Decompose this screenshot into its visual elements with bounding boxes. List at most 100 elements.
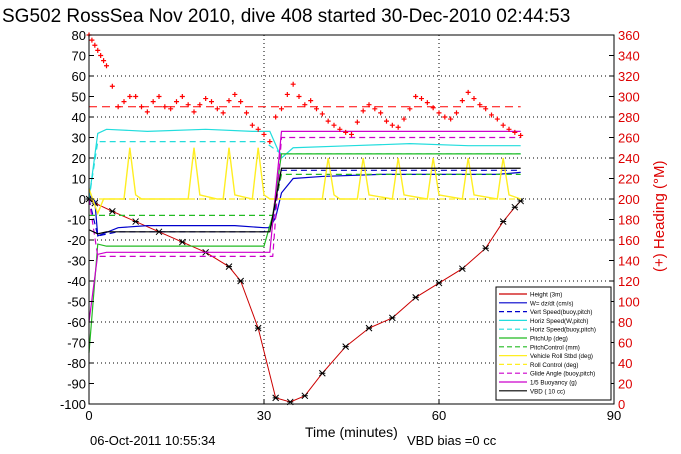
heading-point [302, 102, 308, 108]
height-point [482, 244, 490, 252]
heading-point [384, 118, 389, 124]
heading-point [395, 124, 401, 130]
heading-point [489, 112, 494, 118]
legend-label: Vehicle Roll Stbd (deg) [530, 353, 593, 360]
y-right-tick-label: 40 [618, 356, 632, 371]
y-left-tick-label: -30 [67, 254, 86, 269]
x-axis-label: Time (minutes) [305, 424, 398, 440]
series-layer [85, 128, 525, 406]
x-tick-label: 90 [607, 408, 621, 423]
heading-point [366, 102, 372, 108]
series-line-5 [88, 153, 521, 353]
heading-point [308, 98, 314, 104]
y-right-tick-label: 320 [618, 69, 640, 84]
y-right-tick-label: 80 [618, 315, 632, 330]
heading-point [226, 98, 232, 104]
y-right-tick-label: 340 [618, 49, 640, 64]
heading-point [121, 99, 127, 105]
heading-point [518, 132, 524, 138]
heading-point [325, 118, 331, 124]
height-point [342, 343, 350, 350]
heading-point [430, 105, 436, 111]
heading-point [267, 139, 273, 145]
heading-point [442, 114, 448, 120]
series-line-0 [88, 198, 522, 403]
heading-point [174, 99, 179, 105]
chart-title: SG502 RossSea Nov 2010, dive 408 started… [2, 6, 570, 27]
heading-point [477, 102, 483, 108]
y-left-tick-label: 80 [72, 28, 86, 43]
legend-label: Roll Control (deg) [530, 362, 579, 369]
y-right-tick-label: 360 [618, 28, 640, 43]
y-left-tick-label: -80 [67, 356, 86, 371]
heading-point [249, 122, 255, 128]
heading-point [401, 116, 407, 122]
heading-point [232, 91, 238, 97]
height-point [254, 324, 262, 332]
heading-point [296, 94, 302, 99]
y-right-tick-label: 0 [618, 397, 625, 412]
y-axis-right-label: (+) Heading (°M) [651, 161, 668, 272]
heading-point [454, 110, 459, 116]
x-tick-label: 60 [432, 408, 446, 423]
heading-point [197, 102, 203, 108]
series-line-11 [88, 167, 521, 235]
y-left-tick-label: 30 [72, 131, 86, 146]
heading-point [156, 94, 162, 99]
y-right-tick-label: 160 [618, 233, 640, 248]
y-left-tick-label: -50 [67, 295, 86, 310]
heading-point [261, 131, 267, 137]
heading-point [349, 131, 354, 137]
y-right-tick-label: 180 [618, 213, 640, 228]
heading-point [354, 119, 360, 125]
legend-label: Horiz Speed(buoy,pitch) [530, 327, 596, 334]
y-right-tick-label: 100 [618, 295, 640, 310]
legend-label: W= dz/dt (cm/s) [530, 300, 574, 307]
heading-point [378, 110, 384, 116]
y-left-tick-label: -90 [67, 377, 86, 392]
heading-point [424, 100, 430, 106]
grid [89, 35, 614, 404]
height-point [132, 218, 140, 225]
legend-label: Vert Speed(buoy,pitch) [530, 309, 592, 316]
heading-point [92, 42, 98, 48]
x-axis-ticks: 0 30 60 90 [85, 399, 621, 423]
heading-point [179, 94, 185, 99]
heading-point [162, 104, 168, 110]
y-left-tick-label: -60 [67, 315, 86, 330]
heading-point [436, 110, 442, 116]
heading-point [360, 108, 366, 114]
legend-label: Glide Angle (buoy,pitch) [530, 371, 595, 378]
height-point [435, 279, 443, 287]
heading-point [238, 99, 244, 105]
height-point [499, 218, 507, 225]
height-point [272, 394, 280, 402]
heading-point [104, 63, 109, 69]
heading-point [500, 122, 506, 128]
heading-point [465, 89, 471, 95]
heading-point [244, 110, 249, 116]
heading-point [89, 37, 95, 43]
heading-point [95, 47, 101, 53]
y-left-tick-label: -40 [67, 274, 86, 289]
y-left-tick-label: -100 [60, 397, 86, 412]
y-left-tick-label: 50 [72, 90, 86, 105]
heading-point [191, 109, 197, 115]
heading-series [86, 32, 524, 145]
heading-point [337, 126, 343, 132]
heading-point [133, 94, 139, 99]
series-line-1 [88, 171, 521, 237]
heading-point [203, 96, 209, 102]
legend-label: Horiz Speed(W,pitch) [530, 318, 588, 325]
y-left-tick-label: -10 [67, 213, 86, 228]
legend-label: PitchControl (mm) [530, 344, 580, 351]
heading-point [506, 126, 512, 132]
heading-point [419, 96, 424, 102]
y-left-tick-label: 10 [72, 172, 86, 187]
heading-point [413, 94, 419, 99]
y-right-tick-label: 140 [618, 254, 640, 269]
heading-point [372, 106, 378, 112]
heading-point [168, 106, 174, 112]
y-axis-left-ticks: 80 70 60 50 40 30 20 10 0 -10 -20 -30 -40 -50 -60 -70 -8… [60, 28, 94, 412]
